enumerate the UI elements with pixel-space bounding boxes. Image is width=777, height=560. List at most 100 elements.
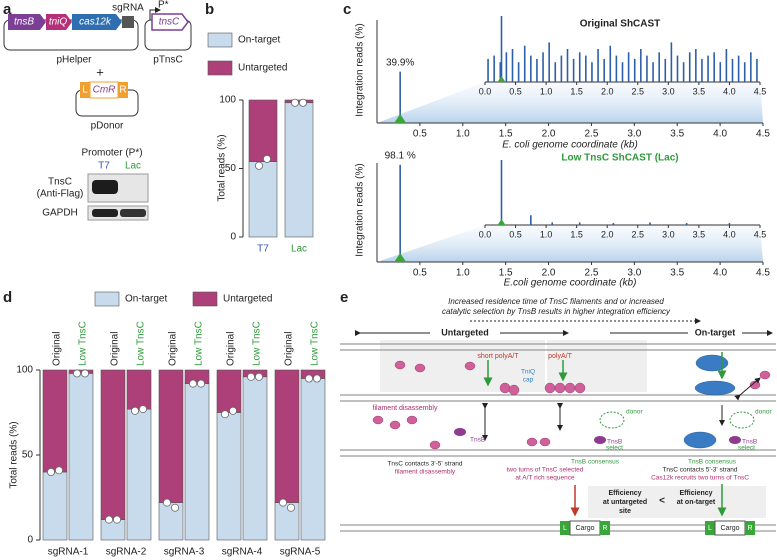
end	[745, 521, 755, 535]
bar-segment	[242, 376, 268, 541]
inset-x-tick-label: 1.0	[540, 86, 553, 96]
y-axis-label: Integration reads (%)	[355, 23, 366, 116]
caption: Increased residence time of TnsC filamen…	[448, 297, 664, 306]
inset-x-tick-label: 2.0	[601, 229, 614, 239]
inset-x-tick-label: 0.5	[509, 86, 522, 96]
bar-segment	[68, 373, 94, 541]
shade	[380, 340, 545, 392]
note: TnsB consensus	[571, 459, 620, 466]
bar-segment	[42, 369, 68, 473]
replicate-dot	[278, 498, 287, 507]
x-tick-label: 4.5	[756, 129, 770, 140]
x-tick-label: Lac	[291, 244, 307, 255]
bar-segment	[126, 369, 152, 410]
bar-segment	[216, 369, 242, 413]
label: TnsB	[742, 439, 757, 446]
dna	[340, 524, 776, 532]
panel-label: d	[3, 289, 12, 306]
inset-x-tick-label: 3.5	[693, 86, 706, 96]
donor-loop	[599, 411, 625, 429]
value-label: 98.1 %	[385, 151, 416, 162]
note: Efficiency	[608, 490, 641, 497]
cas12k-blobs	[683, 354, 736, 449]
bar-segment	[274, 369, 300, 503]
x-tick-label: Low TnsC	[252, 321, 263, 366]
heading: On-target	[695, 327, 736, 337]
replicate-dot	[55, 466, 64, 475]
replicate-dot	[228, 406, 237, 415]
note: Efficiency	[679, 490, 712, 497]
panel-label: c	[343, 1, 351, 18]
panel-label: e	[340, 289, 348, 306]
x-tick-label: 2.5	[584, 268, 598, 279]
replicate-dot	[47, 467, 56, 476]
panel-label: a	[3, 1, 12, 18]
inset-x-tick-label: 0.0	[479, 229, 492, 239]
x-tick-label: 2.0	[542, 129, 556, 140]
x-tick-label: 1.0	[456, 268, 470, 279]
replicate-dot	[105, 515, 114, 524]
x-tick-label: Original	[52, 332, 63, 366]
dna	[340, 343, 776, 351]
band	[92, 180, 118, 194]
inset-x-tick-label: 3.0	[662, 229, 675, 239]
band	[120, 209, 146, 217]
inset-x-tick-label: 1.5	[570, 229, 583, 239]
bar-segment	[126, 408, 152, 541]
cargo-label: Cargo	[720, 525, 739, 532]
panel-label: b	[205, 1, 214, 18]
x-tick-label: 3.5	[670, 268, 684, 279]
x-tick-label: 0.5	[413, 129, 427, 140]
x-tick-label: T7	[257, 244, 269, 255]
note: at on-target	[677, 499, 716, 506]
x-tick-label: 1.5	[499, 129, 513, 140]
legend-swatch	[94, 291, 120, 307]
gene-label: tnsC	[159, 17, 180, 28]
inset-x-tick-label: 3.0	[662, 86, 675, 96]
tnsc-blobs	[372, 360, 771, 450]
replicate-dot	[81, 369, 90, 378]
replicate-dot	[162, 498, 171, 507]
x-tick-label: 1.0	[456, 129, 470, 140]
x-tick-label: 2.5	[584, 129, 598, 140]
x-tick-label: 0.5	[413, 268, 427, 279]
plasmid-outline	[3, 19, 139, 51]
inset-site-marker	[497, 76, 506, 82]
x-tick-label: 3.0	[627, 268, 641, 279]
replicate-dot	[298, 98, 307, 107]
site-marker	[394, 253, 407, 262]
donor-loop	[729, 411, 755, 429]
note: at A/T rich sequence	[515, 475, 575, 482]
y-tick-label: 0	[27, 535, 33, 546]
y-tick-label: 100	[219, 95, 236, 106]
heading: Untargeted	[441, 327, 489, 337]
bar-segment	[284, 99, 314, 104]
cargo-label: R	[602, 525, 607, 532]
y-tick-label: 0	[230, 232, 236, 243]
gene-label: tnsB	[14, 17, 34, 28]
replicate-dot	[290, 98, 299, 107]
cargo-label: Cargo	[575, 525, 594, 532]
y-axis-label: Total reads (%)	[217, 134, 228, 201]
bar-segment	[100, 519, 126, 541]
replicate-dot	[170, 503, 179, 512]
x-tick-label: Original	[226, 332, 237, 366]
legend-label: Untargeted	[238, 63, 287, 74]
lane-label: Lac	[125, 161, 141, 172]
x-tick-label: Low TnsC	[136, 321, 147, 366]
replicate-dot	[254, 372, 263, 381]
replicate-dot	[196, 379, 205, 388]
note: two turns of TnsC selected	[507, 467, 584, 474]
gene	[8, 14, 46, 30]
label: TniQ	[521, 369, 535, 376]
bar-segment	[158, 369, 184, 503]
inset-x-tick-label: 3.5	[693, 229, 706, 239]
inset-x-tick-label: 0.0	[479, 86, 492, 96]
y-axis-label: Integration reads (%)	[355, 163, 366, 256]
inset-x-tick-label: 4.5	[754, 229, 767, 239]
bar-segment	[248, 161, 278, 238]
group-label: sgRNA-2	[106, 547, 147, 558]
replicate-dot	[312, 374, 321, 383]
legend-swatch	[192, 291, 218, 307]
shade	[588, 486, 766, 518]
